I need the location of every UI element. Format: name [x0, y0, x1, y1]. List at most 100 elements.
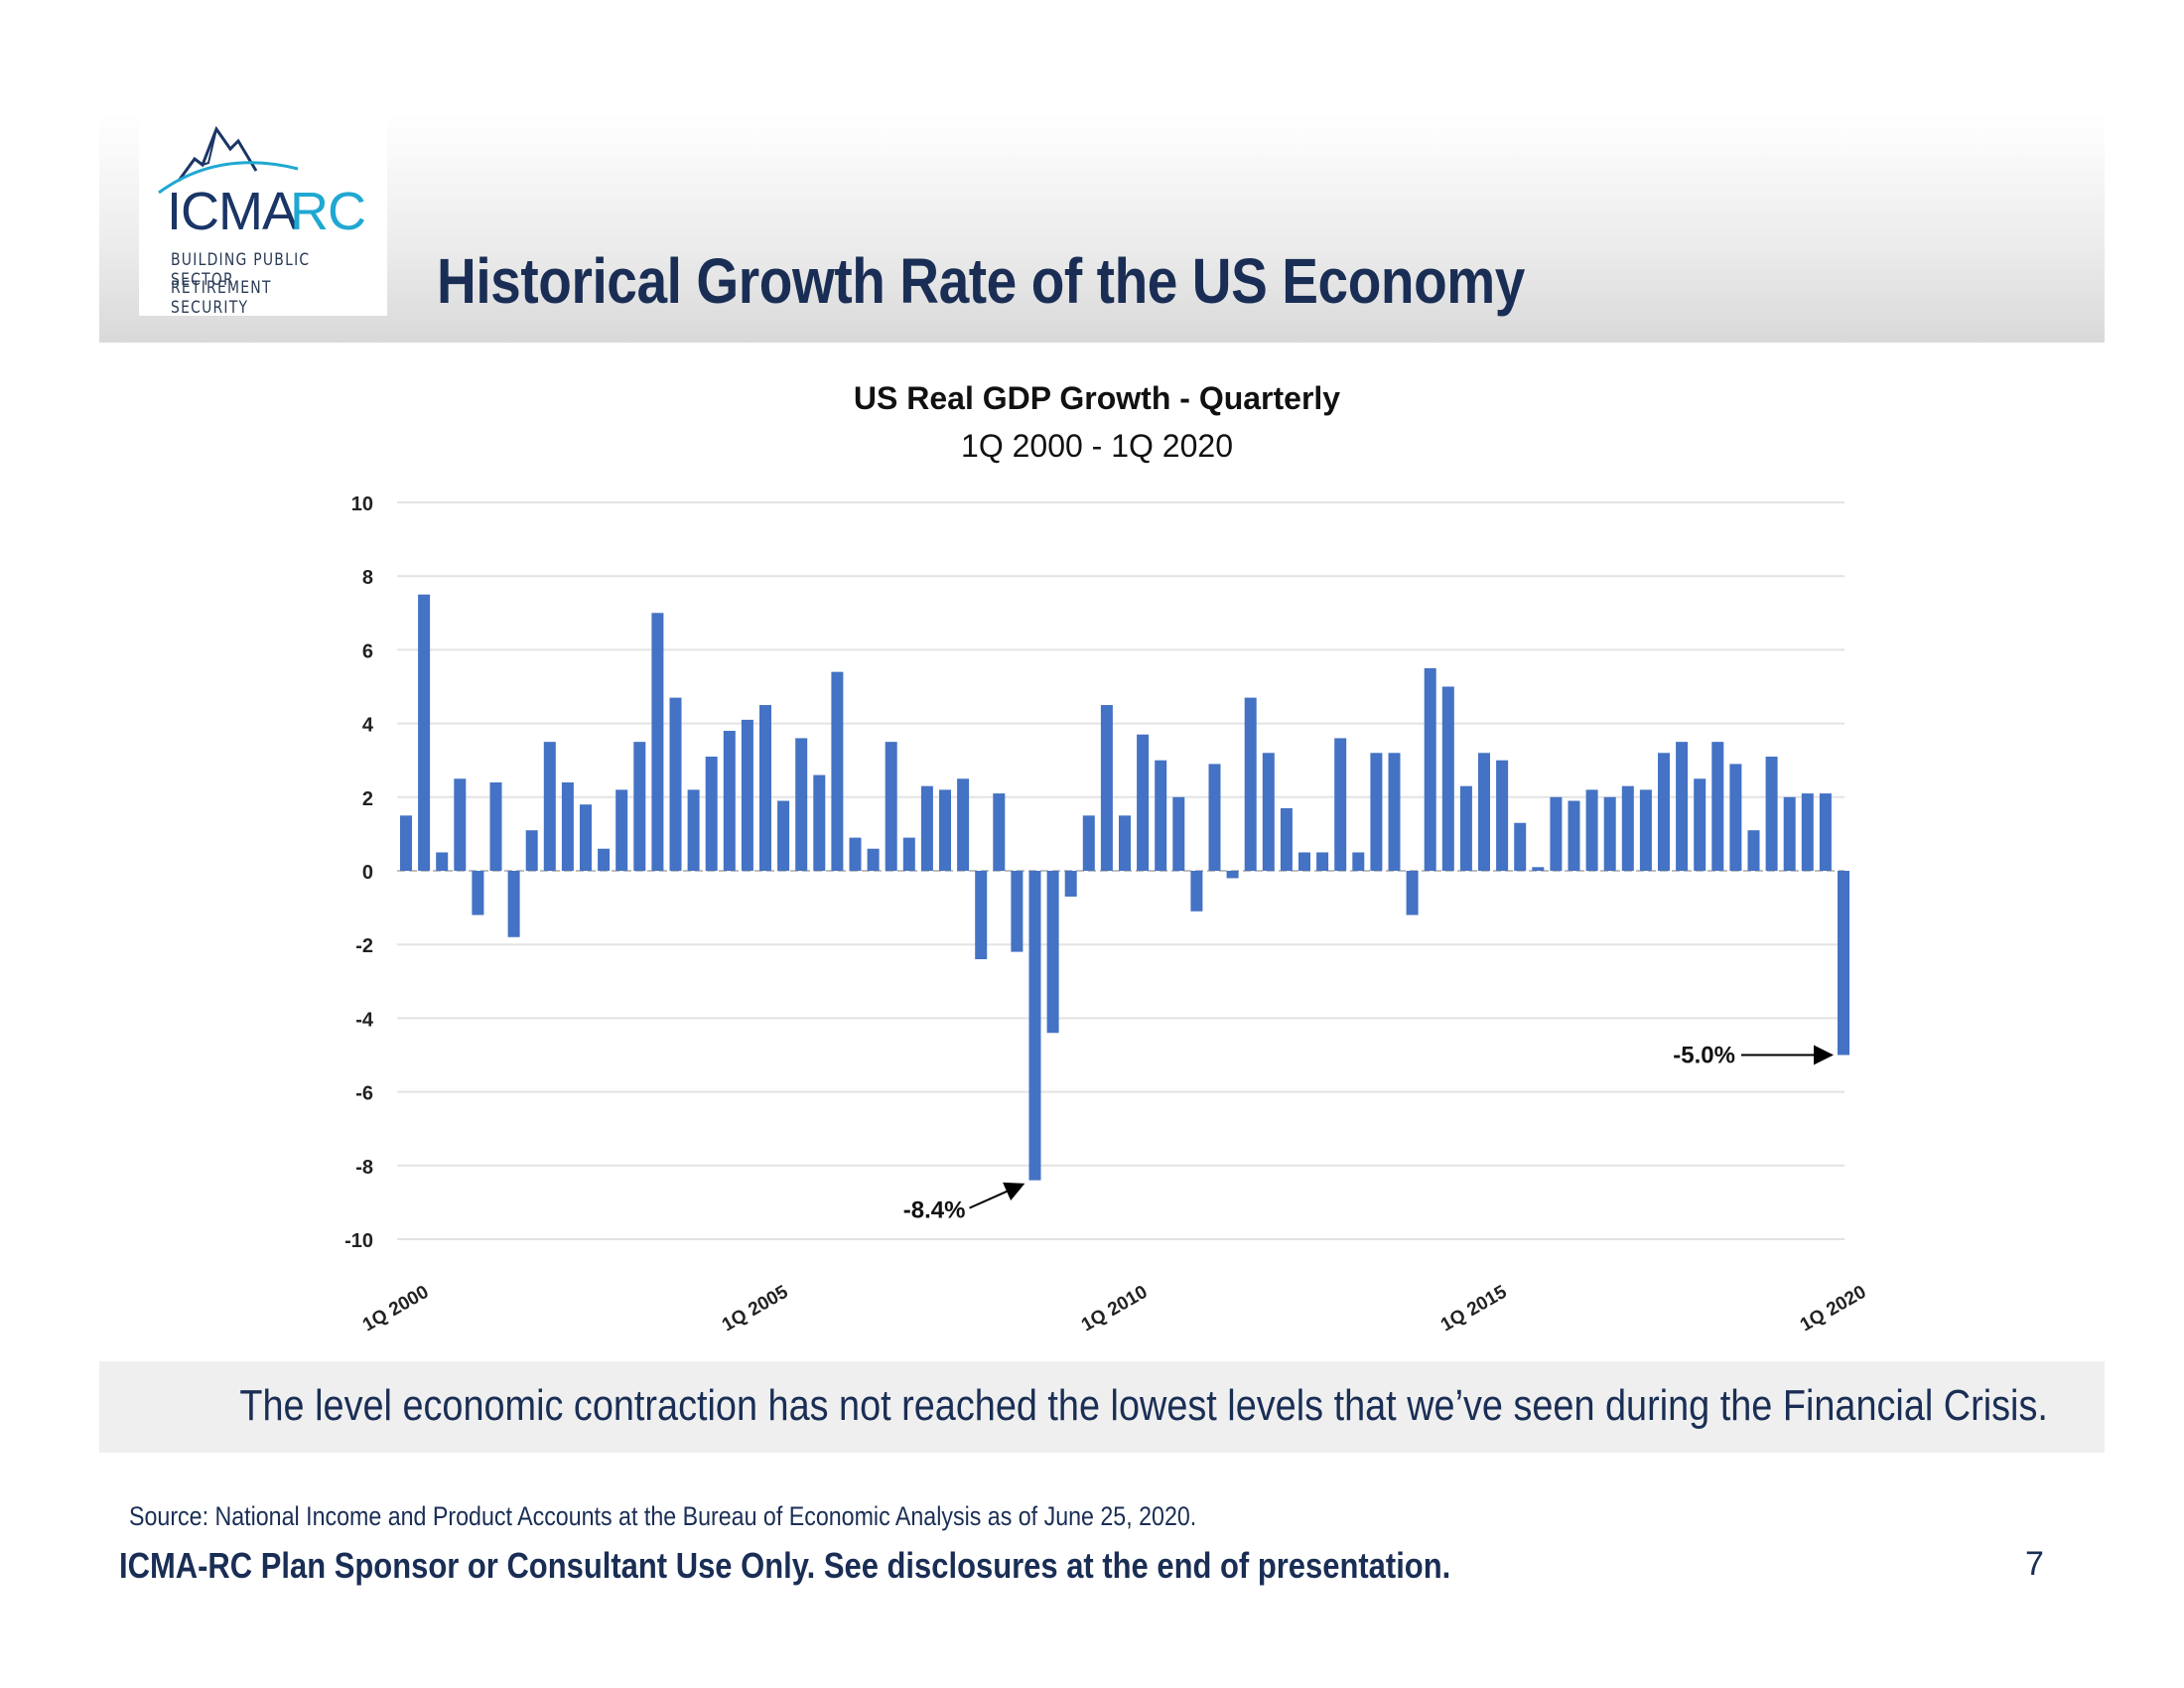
bar [1262, 753, 1275, 871]
bar [472, 871, 484, 915]
bar [1838, 871, 1849, 1055]
y-tick-label: 6 [362, 640, 373, 662]
bar [1585, 789, 1598, 871]
bar [1639, 789, 1652, 871]
mountain-peaks-icon [158, 125, 299, 195]
header-band [99, 114, 2105, 343]
x-tick-label: 1Q 2000 [359, 1282, 433, 1336]
x-axis-ticks: 1Q 2000 1Q 2005 1Q 2010 1Q 2015 1Q 2020 [359, 1282, 1870, 1336]
bar [1783, 796, 1796, 871]
x-tick-label: 1Q 2015 [1437, 1282, 1511, 1336]
bar [1496, 760, 1509, 871]
bar [1064, 871, 1077, 897]
bar [507, 871, 520, 937]
bar [849, 837, 862, 871]
bar [1137, 734, 1150, 871]
bar [1388, 753, 1401, 871]
bar [1316, 852, 1329, 871]
bar [1226, 871, 1239, 879]
bar [1244, 697, 1257, 871]
bar [1550, 796, 1563, 871]
bar [1711, 742, 1724, 871]
bar [813, 774, 826, 871]
bar [489, 781, 502, 871]
bar [867, 848, 880, 871]
bar [759, 705, 771, 871]
bar [1568, 800, 1580, 871]
bar [885, 742, 897, 871]
bar [777, 800, 790, 871]
bar [651, 613, 664, 871]
bar [561, 781, 574, 871]
annotations: -8.4% -5.0% [903, 1043, 1834, 1224]
bar [1747, 830, 1760, 871]
y-tick-label: -6 [355, 1083, 373, 1105]
y-tick-label: 2 [362, 788, 373, 810]
bar [939, 789, 951, 871]
bar [436, 852, 449, 871]
bar [1082, 815, 1095, 871]
bar [580, 804, 592, 871]
bar [454, 778, 467, 871]
bar [1155, 760, 1167, 871]
bar [615, 789, 628, 871]
x-tick-label: 1Q 2020 [1797, 1282, 1870, 1336]
annotation-label: -5.0% [1673, 1043, 1735, 1069]
bar [741, 719, 753, 871]
page-number: 7 [2025, 1545, 2044, 1583]
bar [1334, 738, 1347, 871]
bar [993, 793, 1006, 871]
gdp-bar-chart: US Real GDP Growth - Quarterly 1Q 2000 -… [344, 380, 1870, 1336]
y-tick-label: 4 [362, 715, 374, 737]
x-tick-label: 1Q 2005 [719, 1282, 792, 1336]
bar [1514, 822, 1527, 871]
y-tick-label: 0 [362, 862, 373, 884]
bars [400, 594, 1849, 1181]
bar [1119, 815, 1131, 871]
chart-title: US Real GDP Growth - Quarterly [854, 380, 1340, 416]
bar [418, 594, 431, 871]
y-tick-label: 10 [351, 493, 373, 515]
bar [723, 731, 736, 871]
bar [1352, 852, 1365, 871]
bar [795, 738, 808, 871]
bar [975, 871, 988, 960]
bar [1532, 867, 1545, 871]
y-tick-label: -8 [355, 1157, 373, 1179]
source-note: Source: National Income and Product Acco… [129, 1501, 1197, 1531]
bar [1676, 742, 1689, 871]
y-tick-label: -10 [344, 1230, 373, 1252]
bar [669, 697, 682, 871]
bar [1190, 871, 1203, 912]
chart-subtitle: 1Q 2000 - 1Q 2020 [961, 428, 1233, 464]
bar [1028, 871, 1041, 1181]
y-tick-label: -2 [355, 935, 373, 957]
y-tick-label: 8 [362, 567, 373, 589]
bar [525, 830, 538, 871]
y-tick-label: -4 [355, 1009, 374, 1031]
bar [1298, 852, 1310, 871]
logo: ICMA RC BUILDING PUBLIC SECTOR RETIREMEN… [139, 119, 387, 318]
bar [1621, 785, 1634, 871]
bar [1100, 705, 1113, 871]
takeaway-text: The level economic contraction has not r… [239, 1381, 2048, 1430]
bar [1046, 871, 1059, 1034]
bar [1441, 686, 1454, 871]
bar [1459, 785, 1472, 871]
bar [957, 778, 970, 871]
bar [598, 848, 611, 871]
bar [1694, 778, 1706, 871]
x-tick-label: 1Q 2010 [1078, 1282, 1152, 1336]
bar [705, 756, 718, 871]
bar [1819, 793, 1832, 871]
bar [920, 785, 933, 871]
bar [1801, 793, 1814, 871]
bar [687, 789, 700, 871]
bar [1406, 871, 1419, 915]
bar [1729, 764, 1742, 871]
bar [1424, 667, 1436, 871]
page-title: Historical Growth Rate of the US Economy [437, 245, 1525, 317]
bar [902, 837, 915, 871]
takeaway-band: The level economic contraction has not r… [99, 1361, 2105, 1453]
bar [1280, 807, 1293, 871]
